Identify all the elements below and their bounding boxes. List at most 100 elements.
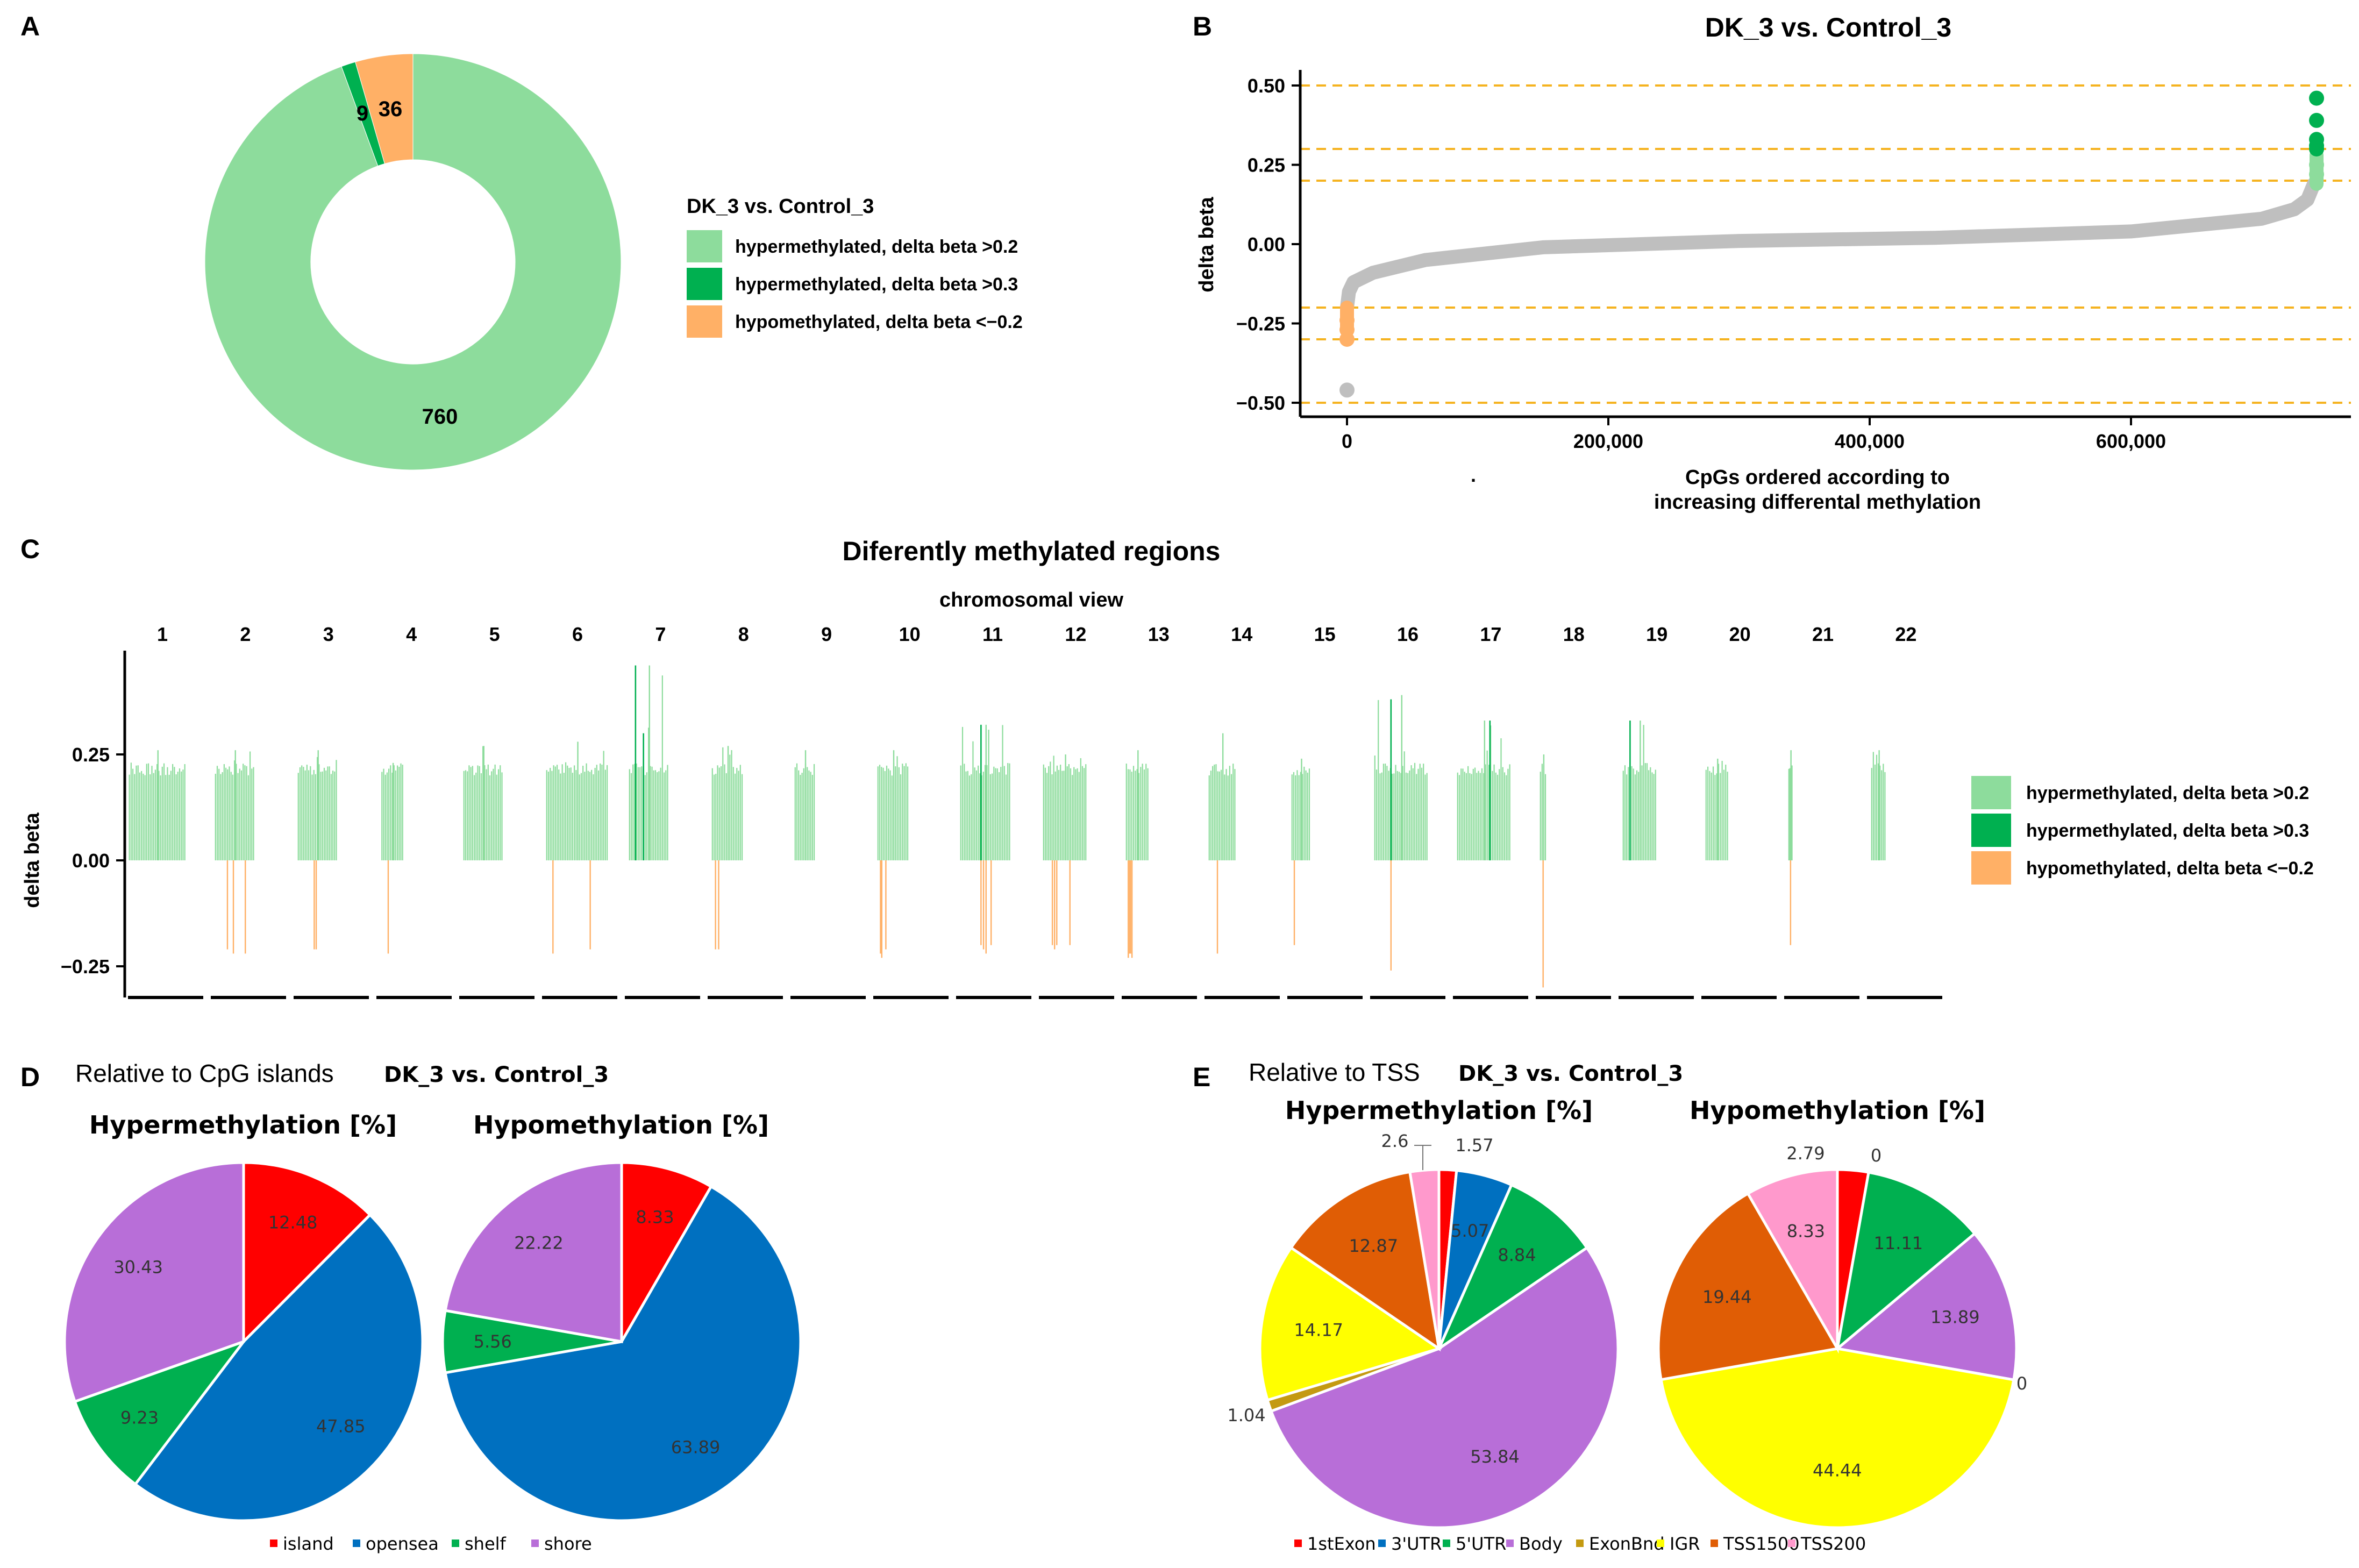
pieD2-slice-shore [444,1161,623,1343]
pie-chart-e2: Hypomethylation [%] 2.79 0 11.11 13.89 0 44.44… [1657,1096,2027,1529]
outlier-point-10 [2309,90,2325,106]
pieD1-slice-shore [63,1161,245,1403]
chromosome-label-9: 9 [821,623,832,645]
legendE-swatch-TSS1500 [1711,1540,1718,1547]
chromosome-label-18: 18 [1563,623,1585,645]
chromosome-label-22: 22 [1895,623,1916,645]
legendE-item-1stExon: 1stExon [1307,1534,1376,1554]
chromosome-label-1: 1 [157,623,168,645]
pie-chart-d2: Hypomethylation [%] 8.33 63.89 5.56 22.22 [441,1110,802,1522]
chart-c-title: Diferently methylated regions [843,536,1221,566]
legend-a-swatch-hypo [687,305,722,338]
legendD-swatch-shore [531,1540,539,1547]
pieD2-label-shore: 22.22 [514,1232,564,1253]
legendE-item-5'UTR: 5'UTR [1456,1534,1506,1554]
x-axis-label-b-1: increasing differental methylation [1654,491,1981,514]
chromosome-label-7: 7 [655,623,666,645]
chromosome-label-6: 6 [572,623,583,645]
chromosome-label-11: 11 [982,623,1003,645]
legendD-item-shore: shore [544,1534,592,1554]
outlier-point-8 [2309,132,2325,147]
chromosome-label-16: 16 [1397,623,1419,645]
chart-c-subtitle: chromosomal view [939,589,1124,611]
legend-a-swatch-hyper02 [687,230,722,262]
legendE-item-3'UTR: 3'UTR [1391,1534,1442,1554]
pieE1-label-TSS1500: 12.87 [1349,1236,1398,1256]
pieE1-slice-TSS1500 [1289,1170,1441,1352]
methylation-curve [1340,176,2321,315]
pieE2-slice-TSS200 [1746,1168,1839,1354]
y-tick-label-b-4: −0.50 [1236,392,1285,414]
y-tick-label-c-0: 0.25 [72,744,110,766]
y-tick-label-c-1: 0.00 [72,850,110,872]
donut-slice-1 [341,61,385,167]
legendE-item-TSS200: TSS200 [1800,1534,1866,1554]
chromosome-label-2: 2 [240,623,251,645]
legend-a-item-hyper02: hypermethylated, delta beta >0.2 [735,237,1018,257]
legend-d: island opensea shelf shore [270,1534,592,1554]
legend-a-title: DK_3 vs. Control_3 [687,195,874,218]
y-tick-label-b-2: 0.00 [1248,233,1285,255]
panel-e-heading: Relative to TSS [1249,1058,1420,1086]
pieD1-label-shore: 30.43 [113,1257,163,1278]
y-axis-label-c: delta beta [21,812,44,908]
chromosome-label-13: 13 [1148,623,1170,645]
pieE2-label-TSS1500: 19.44 [1702,1287,1752,1307]
legend-c-item-hyper02: hypermethylated, delta beta >0.2 [2026,783,2309,803]
outlier-point-3 [1339,312,1355,328]
legendE-item-Body: Body [1519,1534,1563,1554]
stray-dot: . [1471,464,1476,486]
legend-e: 1stExon 3'UTR 5'UTR Body ExonBnd IGR TSS1500 TS… [1294,1534,1866,1554]
donut-chart-a: 36 9 760 [204,53,622,471]
x-tick-label-b-0: 0 [1342,430,1352,452]
outlier-point-0 [1339,382,1355,398]
legend-a-swatch-hyper03 [687,268,722,300]
pieE2-label-1stExon: 2.79 [1786,1143,1825,1164]
chromosome-label-10: 10 [899,623,921,645]
outlier-point-9 [2309,112,2325,128]
pieD2-title: Hypomethylation [%] [473,1110,769,1139]
pie-chart-d1: Hypermethylation [%] 12.48 47.85 9.23 30.43 [63,1110,424,1522]
legend-c-swatch-hyper02 [1971,776,2011,809]
pieE1-label-Body: 53.84 [1470,1446,1520,1467]
legendE-item-TSS1500: TSS1500 [1723,1534,1800,1554]
legend-a: DK_3 vs. Control_3 hypermethylated, delt… [687,195,1023,338]
pieE2-label-IGR: 44.44 [1813,1460,1862,1480]
legend-c-swatch-hyper03 [1971,814,2011,847]
pieE2-label-ExonBnd: 0 [2016,1373,2027,1394]
chromosome-label-5: 5 [489,623,500,645]
legendE-item-ExonBnd: ExonBnd [1589,1534,1665,1554]
pieE1-slice-TSS200 [1408,1168,1441,1349]
legendE-swatch-Body [1506,1540,1514,1547]
scatter-chart-b: DK_3 vs. Control_3 0.50 0.25 0.00 −0.25 −0.50… [1195,12,2351,514]
pieD1-slice-island [242,1161,372,1345]
pie-chart-e1: Hypermethylation [%] 1.57 5.07 8.84 53.84 1.0… [1227,1096,1620,1529]
pieE2-label-TSS200: 8.33 [1787,1221,1825,1241]
legendD-item-opensea: opensea [366,1534,439,1554]
panel-d-heading: Relative to CpG islands [75,1059,334,1087]
pieD1-slice-shelf [73,1338,248,1486]
legend-c-item-hypo: hypomethylated, delta beta <−0.2 [2026,858,2314,879]
bar-chart-c: Diferently methylated regions chromosomal… [21,536,1942,999]
pieE2-slice-5'UTR [1835,1171,1977,1352]
legendE-item-IGR: IGR [1670,1534,1700,1554]
x-axis-label-b-0: CpGs ordered according to [1685,466,1950,489]
legendE-swatch-ExonBnd [1576,1540,1584,1547]
pieD2-label-island: 8.33 [636,1207,674,1227]
legendD-swatch-shelf [452,1540,459,1547]
y-tick-label-b-1: 0.25 [1248,154,1285,176]
legend-c: hypermethylated, delta beta >0.2 hyperme… [1971,776,2314,885]
pie-e1-connector-tss200 [1414,1145,1423,1170]
legend-c-item-hyper03: hypermethylated, delta beta >0.3 [2026,821,2309,841]
panel-label-a: A [20,11,40,41]
pieD2-slice-opensea [444,1185,802,1522]
panel-d-tag: DK_3 vs. Control_3 [384,1063,609,1087]
legendD-swatch-opensea [353,1540,360,1547]
donut-label-0: 760 [422,405,458,429]
pieE2-slice-IGR [1659,1347,2015,1529]
legendD-item-island: island [283,1534,334,1554]
pieE1-slice-IGR [1258,1245,1442,1402]
pieE2-label-3'UTR: 0 [1871,1145,1882,1166]
legend-a-item-hypo: hypomethylated, delta beta <−0.2 [735,312,1023,332]
